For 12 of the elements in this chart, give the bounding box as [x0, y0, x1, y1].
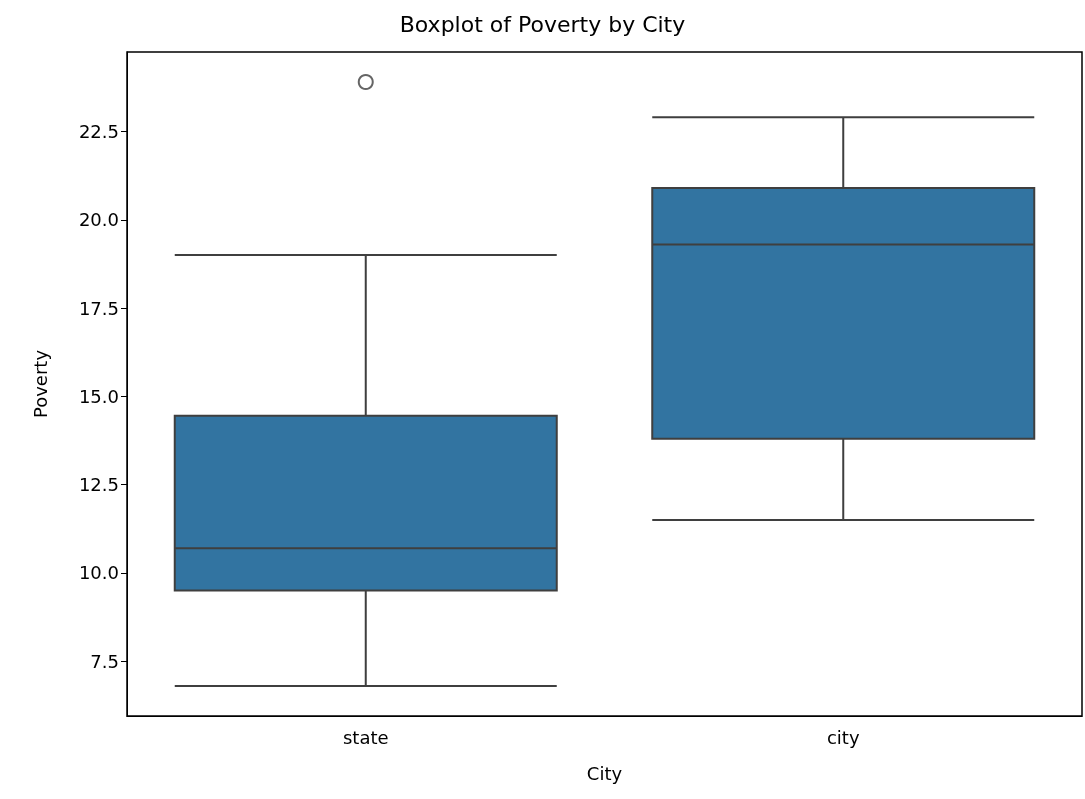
y-tick-label: 22.5: [78, 120, 119, 142]
y-tick-label: 10.0: [78, 562, 119, 584]
y-tick-label: 12.5: [78, 474, 119, 496]
x-axis-title: City: [586, 762, 623, 784]
y-tick-label: 17.5: [78, 297, 119, 319]
y-tick-label: 7.5: [90, 650, 119, 672]
x-tick-label: city: [826, 726, 860, 748]
x-tick-label: state: [342, 726, 389, 748]
y-axis-title: Poverty: [29, 349, 51, 419]
y-tick-label: 20.0: [78, 209, 119, 231]
chart-title: Boxplot of Poverty by City: [399, 11, 686, 37]
y-tick-label: 15.0: [78, 385, 119, 407]
